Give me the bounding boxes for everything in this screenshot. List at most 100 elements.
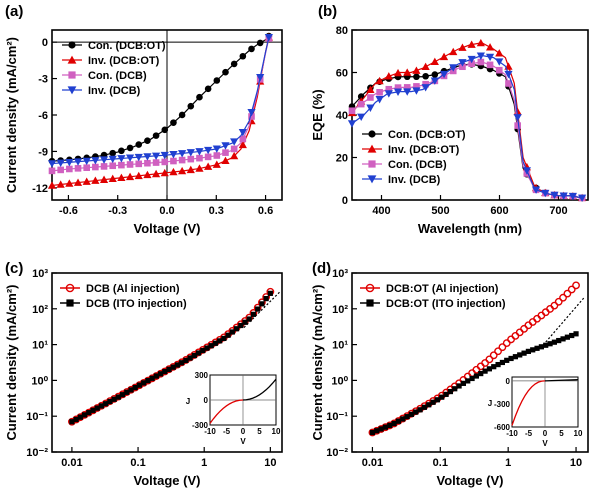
series-point	[520, 324, 528, 333]
inset-y-tick: -600	[494, 423, 511, 432]
series-point	[144, 159, 151, 167]
series-point	[221, 142, 230, 150]
series-point	[56, 159, 65, 168]
series-point	[543, 342, 549, 348]
series-point	[348, 107, 356, 115]
series-point	[564, 334, 570, 340]
series-point	[525, 348, 531, 354]
legend-label: Con. (DCB)	[88, 70, 147, 82]
series-point	[213, 77, 221, 84]
legend-label: Inv. (DCB:OT)	[88, 55, 160, 67]
x-tick-label: 10	[264, 457, 276, 469]
series-point	[135, 160, 143, 168]
series-point	[534, 345, 540, 351]
series-point	[187, 355, 193, 361]
y-tick-label: 60	[336, 68, 348, 80]
series-point	[170, 364, 176, 370]
x-axis-label: Voltage (V)	[134, 221, 201, 236]
panel-1: (b) 400 500 600 700 0 20 40 60 80 Wavelength (nm) E…	[310, 3, 589, 236]
series-point	[125, 172, 135, 181]
legend-marker	[368, 160, 376, 168]
series-point	[498, 343, 507, 352]
series-point	[477, 58, 485, 66]
y-tick-label: 10⁰	[331, 375, 348, 387]
series-point	[134, 153, 143, 162]
series-point	[514, 122, 521, 129]
series-point	[431, 71, 439, 78]
series-point	[170, 157, 177, 165]
series-point	[256, 39, 264, 47]
series-point	[456, 383, 462, 389]
series-point	[408, 411, 415, 417]
series-point	[512, 354, 518, 360]
series-point	[91, 157, 100, 165]
series-point	[374, 428, 380, 434]
series-point	[504, 70, 513, 79]
legend-label: DCB:OT (ITO injection)	[386, 298, 506, 310]
series-point	[551, 339, 557, 345]
slope-guide	[243, 291, 281, 328]
series-point	[403, 88, 412, 96]
series-point	[485, 43, 495, 51]
series-point	[195, 350, 202, 356]
series-point	[187, 102, 195, 110]
series-point	[196, 93, 203, 101]
series-point	[578, 194, 587, 202]
series-point	[550, 301, 559, 310]
series-point	[119, 392, 126, 398]
legend-label: Inv. (DCB)	[388, 174, 441, 186]
plot-frame	[351, 272, 589, 453]
x-tick-label: 0.0	[159, 205, 174, 217]
series-point	[247, 109, 256, 117]
series-point	[69, 419, 75, 425]
series-point	[403, 84, 411, 91]
series-point	[385, 85, 393, 93]
series-point	[222, 149, 229, 156]
series-point	[499, 359, 505, 366]
y-tick-label: 10⁻¹	[326, 411, 348, 423]
series-point	[439, 394, 445, 400]
x-tick-label: 0.6	[258, 205, 273, 217]
inset-x-tick: -5	[223, 427, 231, 436]
series-point	[467, 40, 476, 48]
series-point	[117, 155, 126, 163]
y-tick-label: 40	[336, 110, 348, 122]
x-tick-label: 700	[549, 205, 567, 217]
series-point	[568, 192, 577, 201]
series-point	[100, 163, 108, 170]
series-point	[404, 414, 410, 420]
series-point	[221, 335, 227, 342]
y-tick-label: 80	[336, 25, 348, 37]
series-point	[495, 58, 504, 66]
series-point	[118, 147, 125, 155]
series-point	[412, 87, 421, 95]
series-point	[124, 389, 130, 395]
series-point	[178, 166, 187, 175]
series-point	[152, 159, 160, 166]
series-point	[221, 156, 230, 165]
series-point	[145, 378, 151, 384]
series-point	[73, 158, 83, 166]
series-point	[403, 68, 412, 76]
series-point	[473, 373, 480, 379]
y-tick-label: 10¹	[332, 340, 348, 352]
series-point	[233, 326, 240, 332]
series-point	[393, 68, 403, 77]
legend-marker	[67, 86, 77, 95]
series-point	[422, 72, 429, 80]
series-point	[217, 338, 223, 344]
series-point	[515, 328, 524, 337]
series-point	[166, 366, 172, 372]
x-tick-label: 0.01	[362, 457, 383, 469]
y-tick-label: 10²	[332, 304, 348, 316]
legend-marker	[67, 55, 77, 64]
series-line	[351, 42, 583, 199]
y-tick-label: 10³	[332, 268, 348, 280]
series-point	[541, 189, 550, 198]
series-point	[375, 76, 384, 85]
series-point	[90, 407, 96, 413]
series-point	[393, 88, 403, 96]
series-point	[421, 84, 430, 92]
series-point	[143, 170, 152, 179]
series-point	[357, 113, 366, 121]
